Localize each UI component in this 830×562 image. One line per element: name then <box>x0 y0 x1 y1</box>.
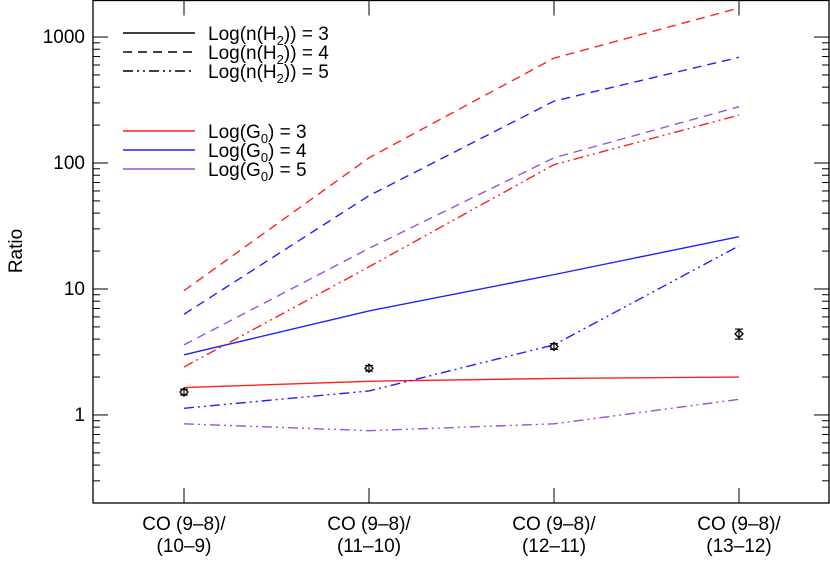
series-line-G3-n3 <box>183 376 740 389</box>
x-tick-label: CO (9–8)/ <box>512 514 596 535</box>
series-line-G5-n4 <box>183 106 740 346</box>
x-tick-label: CO (9–8)/ <box>142 514 226 535</box>
y-axis-label: Ratio <box>6 229 27 273</box>
series-group <box>183 7 740 432</box>
y-tick-label: 1000 <box>43 27 85 48</box>
data-point <box>734 328 744 339</box>
series-line-G4-n3 <box>183 236 740 356</box>
observed-points <box>179 328 744 397</box>
legend-g0-3-label: Log(G0) = 3 <box>208 122 307 146</box>
data-point <box>179 387 189 397</box>
x-tick-label: (13–12) <box>706 536 772 557</box>
series-line-G4-n5 <box>183 245 740 409</box>
legend-density-4-label: Log(n(H2)) = 4 <box>208 43 329 67</box>
legend-g0-5-label: Log(G0) = 5 <box>208 160 307 184</box>
y-tick-label: 10 <box>64 279 85 300</box>
plot-border <box>92 0 830 504</box>
legend-density-3-label: Log(n(H2)) = 3 <box>208 24 329 48</box>
y-tick-label: 100 <box>53 153 85 174</box>
series-line-G3-n4 <box>183 7 740 292</box>
y-tick-label: 1 <box>74 405 85 426</box>
plot-frame <box>92 0 830 504</box>
series-line-G4-n4 <box>183 56 740 315</box>
data-point <box>549 341 559 352</box>
x-tick-label: (11–10) <box>337 536 401 557</box>
x-tick-label: (12–11) <box>522 536 586 557</box>
series-line-G3-n5 <box>183 114 740 368</box>
x-tick-label: (10–9) <box>157 536 212 557</box>
series-line-G5-n5 <box>183 398 740 432</box>
data-point <box>364 363 374 374</box>
x-tick-label: CO (9–8)/ <box>327 514 411 535</box>
x-tick-label: CO (9–8)/ <box>697 514 781 535</box>
legend-density-5-label: Log(n(H2)) = 5 <box>208 62 329 86</box>
legend-g0-4-label: Log(G0) = 4 <box>208 141 307 165</box>
